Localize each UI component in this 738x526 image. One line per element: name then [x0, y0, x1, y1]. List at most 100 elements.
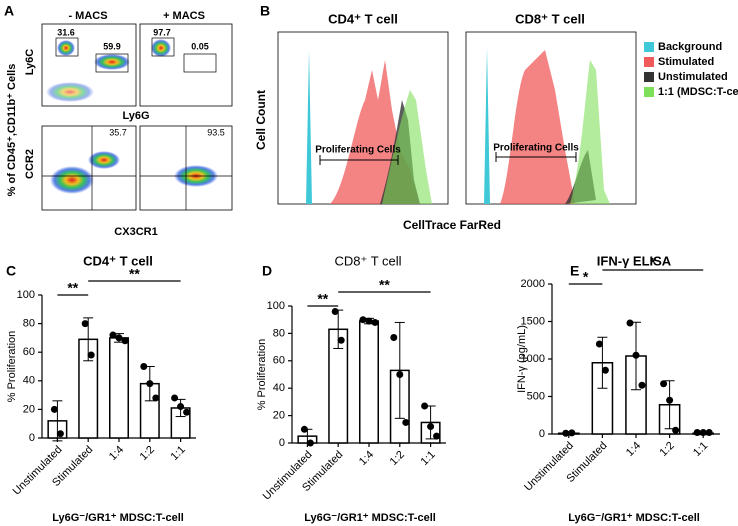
gate-value: 93.5 — [207, 127, 225, 137]
y-tick-label: 100 — [17, 289, 35, 301]
legend-label: Unstimulated — [658, 71, 728, 83]
data-point — [109, 331, 117, 339]
data-point — [365, 317, 373, 325]
legend-label: 1:1 (MDSC:T-cell) — [658, 86, 738, 98]
data-point — [331, 307, 339, 315]
panel-letter: B — [260, 3, 270, 19]
x-tick-label: 1:1 — [418, 449, 437, 468]
data-point — [337, 336, 345, 344]
data-point — [56, 430, 64, 438]
significance-label: * — [583, 269, 589, 285]
legend-swatch — [644, 72, 654, 82]
data-point — [140, 363, 148, 370]
data-point — [672, 426, 680, 434]
label: - MACS — [68, 10, 107, 22]
significance-label: * — [650, 255, 656, 271]
data-point — [427, 423, 435, 431]
panel-letter: A — [4, 3, 14, 19]
significance-label: ** — [67, 280, 78, 296]
x-tick-label: 1:2 — [388, 449, 407, 468]
x-tick-label: 1:2 — [138, 444, 157, 463]
y-tick-label: 80 — [273, 327, 285, 339]
flow-plot — [41, 125, 137, 211]
significance-label: ** — [129, 266, 140, 282]
chart-title: CD8⁺ T cell — [334, 253, 401, 268]
data-point — [177, 403, 185, 411]
chart-title: CD4⁺ T cell — [83, 253, 153, 268]
legend-swatch — [644, 87, 654, 97]
panel-letter: C — [6, 263, 16, 279]
axis-label: Ly6C — [24, 49, 36, 76]
legend-label: Background — [658, 41, 722, 53]
gate-value: 97.7 — [153, 27, 171, 37]
y-axis-label: % Proliferation — [256, 339, 268, 411]
data-point — [666, 396, 674, 404]
y-tick-label: 1000 — [521, 353, 545, 365]
data-point — [568, 429, 576, 437]
axis-label: CCR2 — [24, 149, 36, 179]
bar — [109, 337, 129, 439]
data-point — [300, 425, 308, 433]
data-point — [359, 316, 367, 324]
gate-value: 35.7 — [109, 127, 127, 137]
data-point — [50, 405, 58, 413]
histogram-plot — [277, 31, 449, 205]
data-point — [626, 319, 634, 327]
legend-swatch — [644, 57, 654, 67]
data-point — [595, 340, 603, 348]
data-point — [306, 439, 314, 447]
plot-title: CD8⁺ T cell — [515, 11, 585, 26]
x-tick-label: 1:4 — [107, 444, 126, 463]
y-tick-label: 100 — [267, 300, 285, 312]
plot-title: CD4⁺ T cell — [328, 11, 398, 26]
gate-value: 31.6 — [57, 27, 75, 37]
data-point — [632, 351, 640, 359]
y-tick-label: 80 — [23, 318, 35, 330]
bar — [359, 320, 379, 444]
histogram-plot — [465, 31, 637, 205]
histogram — [306, 50, 312, 204]
y-tick-label: 40 — [273, 382, 285, 394]
x-tick-label: 1:4 — [357, 449, 376, 468]
x-axis-label: Ly6G⁻/GR1⁺ MDSC:T-cell — [568, 512, 700, 524]
significance-label: ** — [379, 277, 390, 293]
data-point — [562, 429, 570, 437]
data-point — [115, 334, 123, 342]
x-axis-label: Ly6G⁻/GR1⁺ MDSC:T-cell — [52, 512, 184, 524]
histogram — [382, 90, 432, 204]
data-point — [87, 351, 95, 359]
data-point — [146, 380, 154, 388]
data-point — [152, 394, 160, 402]
data-point — [121, 337, 129, 345]
y-tick-label: 500 — [527, 390, 545, 402]
data-point — [402, 418, 410, 426]
data-point — [693, 429, 701, 436]
gate-value: 0.05 — [191, 41, 209, 51]
legend-swatch — [644, 42, 654, 52]
panel-letter: D — [262, 263, 272, 279]
data-point — [433, 432, 441, 440]
data-point — [183, 408, 191, 416]
data-point — [81, 320, 89, 328]
data-point — [390, 334, 398, 342]
data-point — [171, 394, 179, 402]
gate-value: 59.9 — [103, 41, 121, 51]
y-axis-label: % Proliferation — [6, 331, 18, 403]
axis-label: CX3CR1 — [114, 226, 157, 238]
panel-letter: E — [570, 263, 579, 279]
y-axis-label: IFN-γ (pg/mL) — [516, 325, 528, 393]
flow-plot — [139, 23, 233, 107]
data-point — [396, 371, 404, 378]
y-tick-label: 60 — [23, 346, 35, 358]
y-tick-label: 60 — [273, 355, 285, 367]
y-tick-label: 40 — [23, 375, 35, 387]
x-tick-label: 1:1 — [168, 444, 187, 463]
y-tick-label: 0 — [279, 437, 285, 449]
data-point — [371, 318, 379, 326]
x-tick-label: 1:4 — [624, 440, 643, 459]
x-tick-label: Unstimulated — [261, 449, 315, 503]
data-point — [660, 380, 668, 388]
legend-label: Stimulated — [658, 56, 714, 68]
y-tick-label: 0 — [29, 432, 35, 444]
